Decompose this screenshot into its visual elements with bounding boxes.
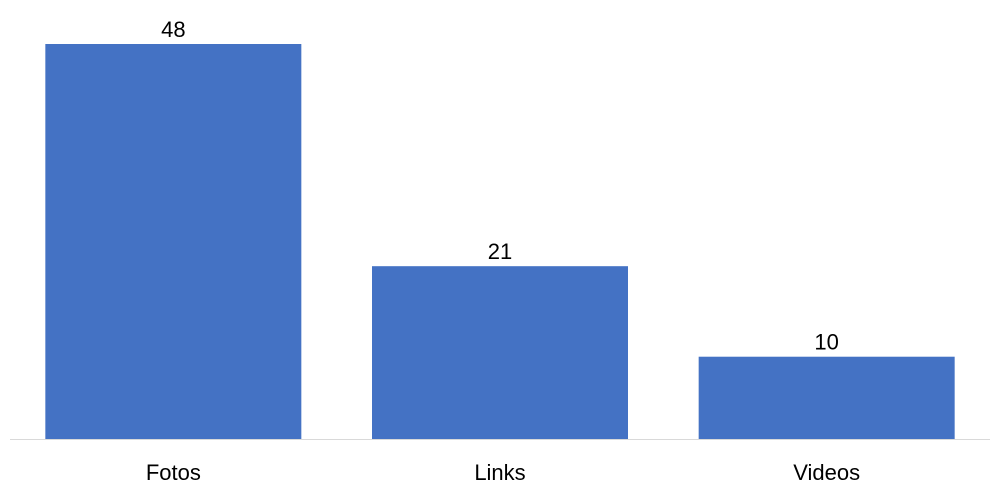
category-labels-group: Fotos Links Videos — [146, 460, 860, 484]
bar-videos — [698, 356, 955, 439]
value-label-fotos: 48 — [161, 17, 185, 42]
value-labels-group: 48 21 10 — [161, 17, 839, 355]
category-label-fotos: Fotos — [146, 460, 201, 484]
value-label-links: 21 — [488, 239, 512, 264]
value-label-videos: 10 — [814, 330, 838, 355]
category-label-videos: Videos — [793, 460, 860, 484]
bars-group — [45, 44, 955, 439]
bar-fotos — [45, 44, 302, 439]
bar-links — [372, 266, 628, 439]
category-label-links: Links — [474, 460, 525, 484]
